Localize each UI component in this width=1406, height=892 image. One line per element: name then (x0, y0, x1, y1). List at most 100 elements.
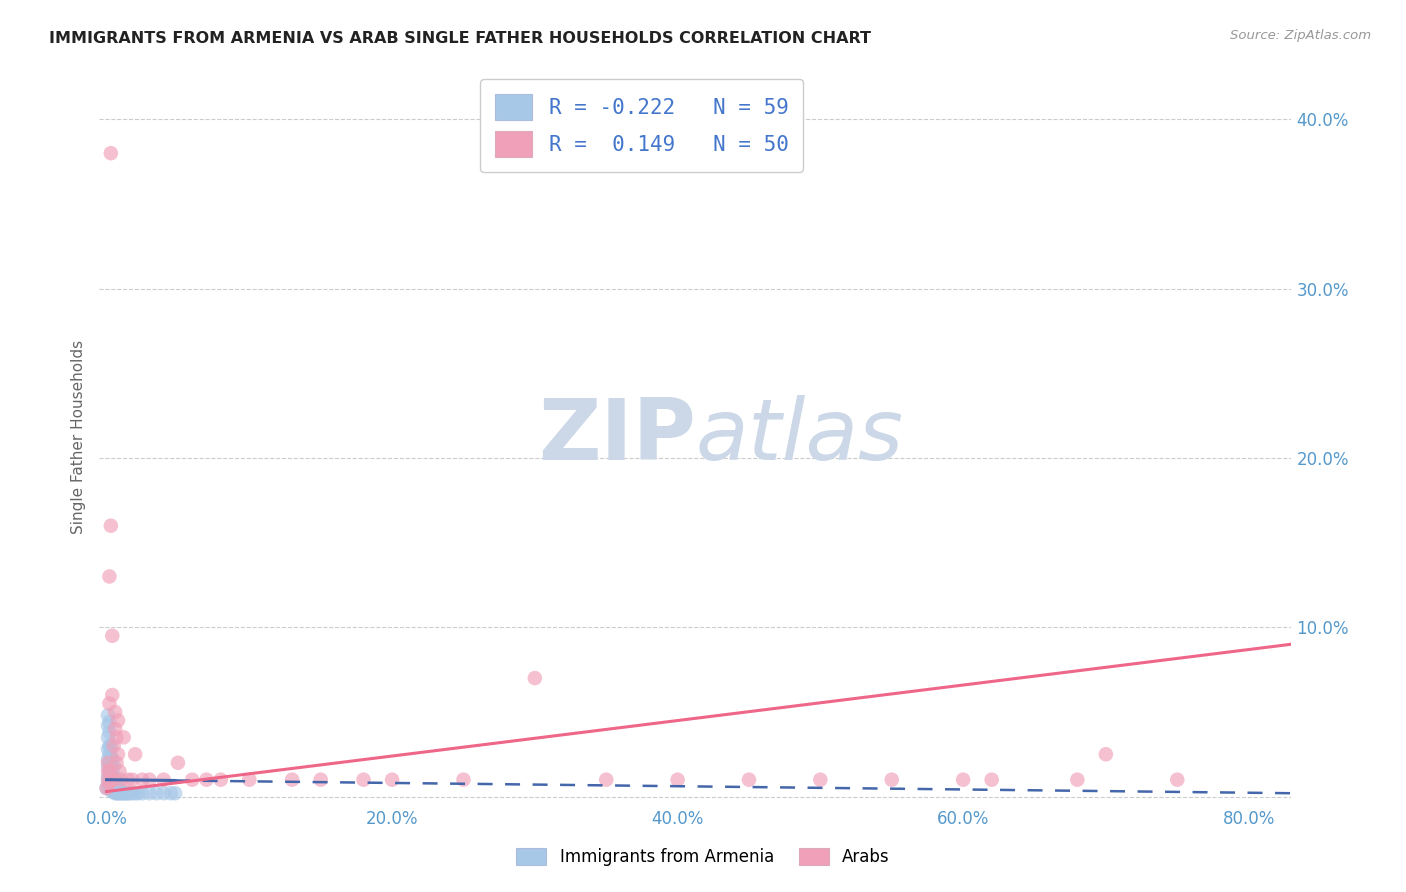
Point (97, 708, 120, 723)
Point (97, 756, 120, 770)
Point (96, 781, 118, 796)
Point (98, 764, 121, 779)
Point (100, 759, 122, 773)
Point (98, 764, 121, 779)
Point (108, 782, 131, 797)
Legend: R = -0.222   N = 59, R =  0.149   N = 50: R = -0.222 N = 59, R = 0.149 N = 50 (481, 78, 803, 172)
Point (104, 722, 127, 736)
Point (101, 688, 124, 702)
Point (105, 774, 128, 789)
Point (738, 772, 761, 787)
Point (97, 742, 120, 756)
Point (309, 772, 332, 787)
Point (100, 776, 122, 790)
Point (121, 786, 143, 800)
Point (98, 747, 121, 762)
Point (103, 739, 125, 753)
Point (124, 747, 146, 762)
Point (100, 739, 122, 753)
Point (159, 786, 181, 800)
Point (103, 784, 125, 798)
Point (880, 772, 903, 787)
Point (195, 772, 218, 787)
Point (105, 781, 128, 796)
Y-axis label: Single Father Households: Single Father Households (72, 340, 86, 533)
Point (111, 786, 134, 800)
Point (138, 772, 160, 787)
Point (98, 739, 121, 753)
Point (97, 772, 120, 787)
Point (523, 671, 546, 685)
Point (353, 772, 375, 787)
Point (117, 786, 139, 800)
Point (952, 772, 974, 787)
Point (808, 772, 831, 787)
Point (100, 769, 122, 783)
Point (101, 778, 124, 792)
Point (101, 769, 124, 783)
Point (100, 782, 122, 797)
Point (152, 772, 174, 787)
Point (167, 756, 190, 770)
Point (98, 781, 121, 796)
Point (666, 772, 689, 787)
Point (98, 569, 121, 583)
Point (101, 629, 124, 643)
Point (127, 786, 149, 800)
Point (98, 776, 121, 790)
Point (105, 756, 128, 770)
Point (980, 772, 1002, 787)
Point (118, 786, 141, 800)
Point (152, 786, 174, 800)
Text: IMMIGRANTS FROM ARMENIA VS ARAB SINGLE FATHER HOUSEHOLDS CORRELATION CHART: IMMIGRANTS FROM ARMENIA VS ARAB SINGLE F… (49, 31, 872, 46)
Point (107, 714, 129, 728)
Point (97, 759, 120, 773)
Text: ZIP: ZIP (537, 395, 696, 478)
Point (108, 764, 131, 779)
Point (97, 769, 120, 783)
Point (97, 718, 120, 732)
Point (97, 752, 120, 766)
Point (110, 772, 132, 787)
Point (131, 772, 153, 787)
Point (98, 715, 121, 730)
Point (100, 749, 122, 764)
Point (121, 772, 143, 787)
Point (103, 769, 125, 783)
Point (104, 705, 127, 719)
Point (117, 772, 139, 787)
Point (98, 772, 121, 787)
Point (105, 786, 128, 800)
Point (131, 786, 153, 800)
Point (181, 772, 204, 787)
Point (104, 780, 127, 794)
Legend: Immigrants from Armenia, Arabs: Immigrants from Armenia, Arabs (508, 840, 898, 875)
Point (104, 772, 127, 787)
Point (112, 731, 135, 745)
Point (453, 772, 475, 787)
Point (1166, 772, 1188, 787)
Point (281, 772, 304, 787)
Point (124, 786, 146, 800)
Point (110, 786, 132, 800)
Point (101, 784, 124, 798)
Point (98, 697, 121, 711)
Point (101, 763, 124, 777)
Point (103, 772, 125, 787)
Point (381, 772, 404, 787)
Point (165, 786, 187, 800)
Point (100, 518, 122, 533)
Point (96, 781, 118, 796)
Point (1095, 747, 1118, 762)
Point (103, 778, 125, 792)
Point (138, 786, 160, 800)
Point (107, 781, 129, 796)
Text: atlas: atlas (696, 395, 904, 478)
Point (1066, 772, 1088, 787)
Point (97, 764, 120, 779)
Point (97, 731, 120, 745)
Point (104, 786, 127, 800)
Point (108, 786, 131, 800)
Point (110, 782, 132, 797)
Point (97, 776, 120, 790)
